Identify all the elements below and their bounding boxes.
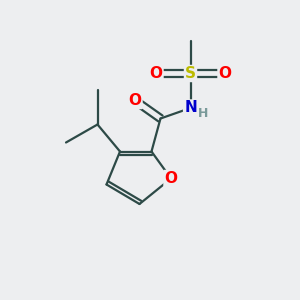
Text: O: O — [164, 171, 178, 186]
Text: O: O — [218, 66, 232, 81]
Text: S: S — [185, 66, 196, 81]
Text: O: O — [149, 66, 163, 81]
Text: N: N — [184, 100, 197, 116]
Text: O: O — [128, 93, 142, 108]
Text: H: H — [198, 107, 208, 120]
